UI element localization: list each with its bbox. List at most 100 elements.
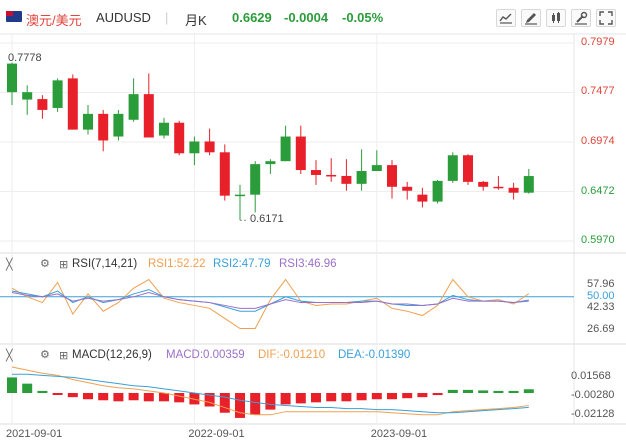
macd-bar bbox=[447, 389, 458, 393]
macd-axis-tick: -0.00280 bbox=[571, 388, 615, 401]
macd-bar bbox=[326, 393, 337, 402]
candle-body bbox=[447, 155, 458, 181]
dif-value: DIF:-0.01210 bbox=[258, 349, 326, 361]
settings-icon[interactable]: ⚙ bbox=[40, 258, 50, 270]
candle-body bbox=[371, 165, 382, 172]
indicator-button[interactable] bbox=[496, 9, 516, 27]
rsi-axis-tick: 42.33 bbox=[587, 300, 615, 313]
candle-body bbox=[311, 170, 321, 175]
high-price-label: 0.7778 bbox=[8, 52, 42, 64]
macd-title: MACD(12,26,9) bbox=[72, 349, 152, 361]
macd-bar bbox=[52, 393, 63, 395]
symbol-label: AUDUSD bbox=[96, 10, 151, 25]
collapse-icon[interactable]: ╳ bbox=[6, 350, 13, 362]
macd-bar bbox=[523, 389, 534, 393]
divider: | bbox=[165, 10, 169, 25]
macd-bar bbox=[371, 393, 382, 400]
candle-body bbox=[174, 122, 185, 154]
candle-body bbox=[280, 136, 291, 162]
time-axis-tick: 2022-09-01 bbox=[188, 428, 245, 440]
candle-body bbox=[493, 186, 504, 189]
expand-icon bbox=[599, 11, 613, 25]
rsi2-value: RSI2:47.79 bbox=[213, 258, 271, 270]
indicator-icon bbox=[499, 13, 512, 24]
price-axis-tick: 0.5970 bbox=[581, 234, 615, 246]
candle-body bbox=[341, 175, 352, 184]
candle-body bbox=[250, 164, 261, 195]
candle-body bbox=[113, 113, 124, 137]
candle-body bbox=[219, 152, 230, 196]
candle-body bbox=[7, 63, 17, 93]
collapse-icon[interactable]: ╳ bbox=[6, 259, 13, 271]
candle-body bbox=[235, 194, 245, 197]
candle-body bbox=[143, 94, 154, 138]
candle-body bbox=[523, 176, 534, 193]
candle-body bbox=[189, 141, 200, 154]
macd-bar bbox=[356, 393, 367, 401]
macd-bar bbox=[493, 390, 504, 393]
pencil-icon bbox=[525, 13, 537, 25]
macd-bar bbox=[98, 393, 109, 401]
candle-body bbox=[417, 194, 428, 202]
candle-body bbox=[37, 99, 48, 110]
time-axis-tick: 2023-09-01 bbox=[370, 428, 428, 440]
macd-bar bbox=[387, 393, 397, 400]
macd-bar bbox=[219, 393, 230, 413]
candle-body bbox=[432, 180, 443, 202]
candle-body bbox=[508, 187, 519, 193]
macd-bar bbox=[432, 393, 443, 396]
candle-body bbox=[478, 181, 489, 187]
dea-line bbox=[12, 373, 529, 414]
macd-bar bbox=[128, 393, 139, 401]
macd-bar bbox=[204, 393, 215, 407]
rsi3-value: RSI3:46.96 bbox=[279, 258, 337, 270]
macd-bar bbox=[235, 393, 245, 418]
macd-bar bbox=[22, 383, 33, 393]
macd-bar bbox=[463, 389, 473, 393]
rsi-axis-tick: 50.00 bbox=[587, 289, 615, 302]
macd-bar bbox=[402, 393, 413, 399]
candle-style-button[interactable] bbox=[546, 9, 566, 27]
macd-axis-tick: 0.01568 bbox=[571, 369, 611, 382]
macd-bar bbox=[67, 393, 78, 398]
macd-value: MACD:0.00359 bbox=[166, 349, 245, 361]
candle-body bbox=[52, 80, 63, 108]
candle-body bbox=[22, 92, 33, 100]
price-change: -0.0004 bbox=[284, 10, 329, 25]
macd-bar bbox=[174, 393, 185, 403]
rsi1-value: RSI1:52.22 bbox=[148, 258, 206, 270]
draw-button[interactable] bbox=[521, 9, 541, 27]
macd-bar bbox=[113, 393, 124, 402]
candle-body bbox=[295, 136, 306, 171]
low-price-label: 0.6171 bbox=[250, 213, 284, 226]
macd-bar bbox=[159, 393, 169, 402]
price-axis-tick: 0.7979 bbox=[581, 36, 615, 48]
expand-pane-icon[interactable]: ⊞ bbox=[59, 350, 69, 362]
rsi-title: RSI(7,14,21) bbox=[72, 258, 138, 270]
fullscreen-button[interactable] bbox=[596, 9, 616, 27]
candle-body bbox=[402, 186, 413, 191]
settings-icon[interactable]: ⚙ bbox=[40, 349, 50, 361]
period-selector[interactable]: 月K bbox=[185, 13, 207, 28]
chart-header: 澳元/美元 AUDUSD | 月K 0.6629 -0.0004 -0.05% bbox=[0, 0, 626, 34]
macd-bar bbox=[250, 393, 261, 415]
candle-body bbox=[83, 113, 93, 130]
macd-bar bbox=[341, 393, 352, 402]
expand-pane-icon[interactable]: ⊞ bbox=[59, 259, 69, 271]
candle-body bbox=[463, 155, 473, 182]
candle-body bbox=[204, 141, 215, 153]
rsi-axis-tick: 26.69 bbox=[587, 323, 615, 336]
candle-body bbox=[128, 94, 139, 120]
macd-bar bbox=[265, 393, 276, 410]
candle-body bbox=[265, 161, 276, 165]
macd-bar bbox=[7, 377, 17, 393]
price-axis-tick: 0.7477 bbox=[581, 85, 615, 98]
tools-button[interactable] bbox=[571, 9, 591, 27]
wrench-icon bbox=[575, 11, 588, 25]
last-price: 0.6629 bbox=[232, 10, 272, 25]
macd-bar bbox=[143, 393, 154, 402]
candle-body bbox=[326, 174, 337, 177]
candlestick-icon bbox=[552, 12, 560, 23]
rsi-axis-tick: 57.96 bbox=[587, 278, 615, 291]
